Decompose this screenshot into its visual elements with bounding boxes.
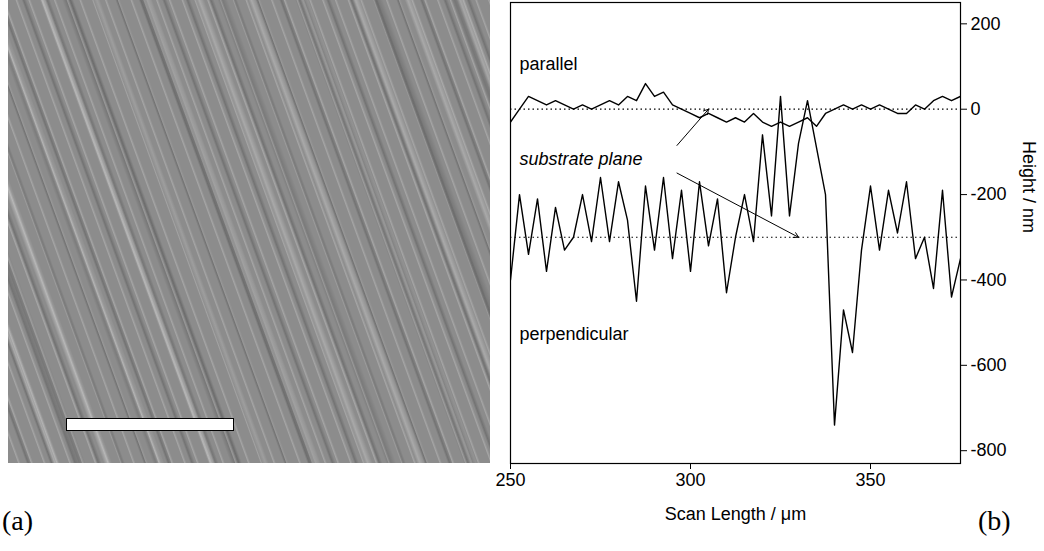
svg-text:-200: -200 [971,184,1007,204]
svg-text:200: 200 [971,14,1001,34]
svg-text:-600: -600 [971,355,1007,375]
svg-text:parallel: parallel [520,54,578,74]
html-text:(a): (a) [2,505,34,536]
html-text:(b): (b) [978,505,1011,536]
svg-text:Scan Length / μm: Scan Length / μm [665,504,806,524]
svg-text:350: 350 [855,470,885,490]
svg-text:-400: -400 [971,270,1007,290]
svg-text:0: 0 [971,99,981,119]
svg-text:substrate plane: substrate plane [520,149,643,169]
svg-text:-800: -800 [971,440,1007,460]
svg-text:250: 250 [495,470,525,490]
svg-text:Height / nm: Height / nm [1019,141,1039,233]
svg-text:300: 300 [675,470,705,490]
svg-text:perpendicular: perpendicular [520,324,629,344]
